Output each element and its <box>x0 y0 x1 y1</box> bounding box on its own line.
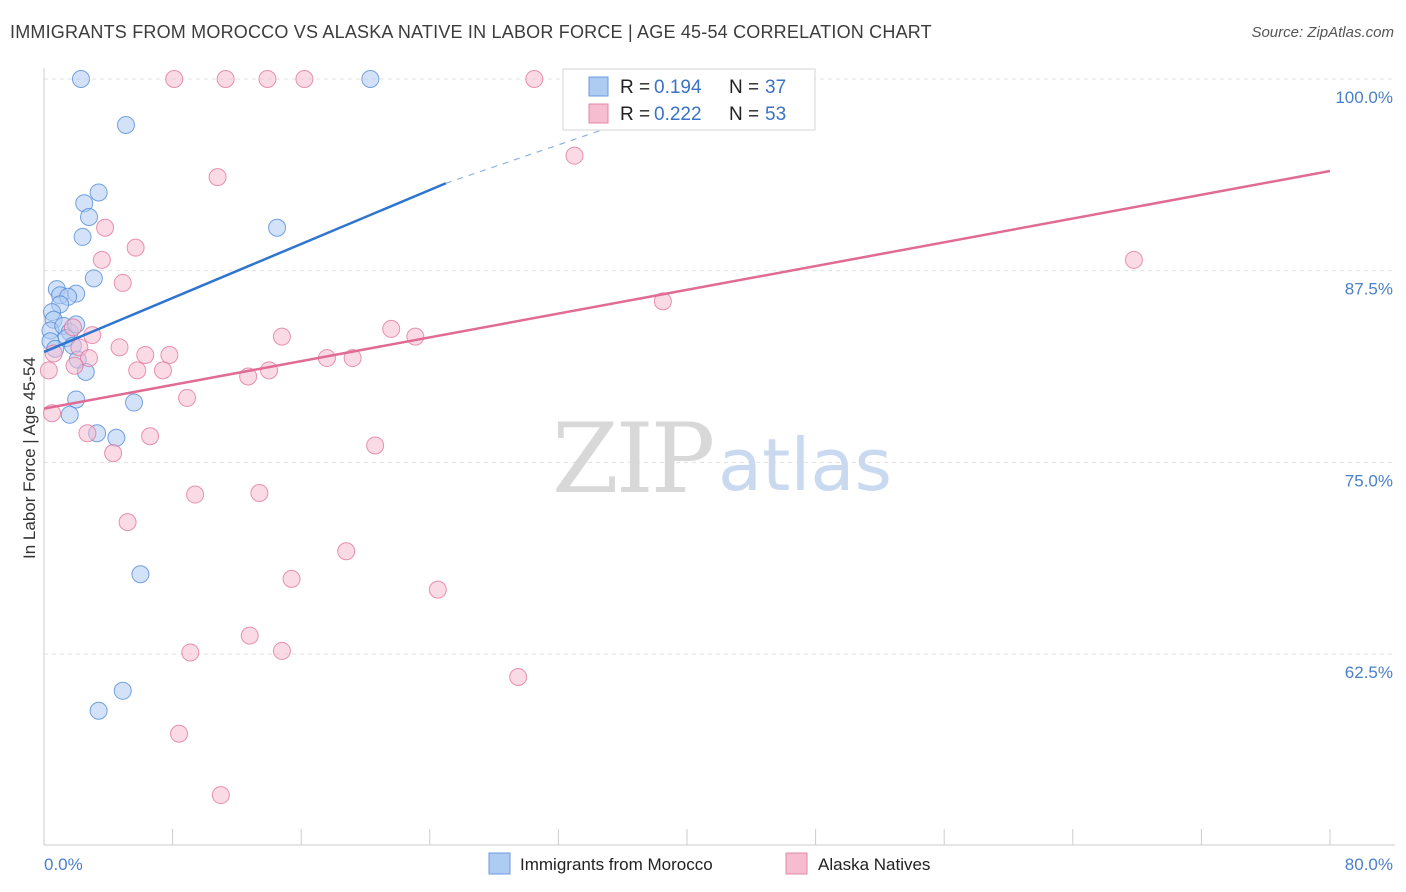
point-alaska <box>406 327 425 346</box>
stats-swatch-morocco <box>588 76 609 97</box>
point-alaska <box>178 388 197 407</box>
series-legend: Immigrants from Morocco Alaska Natives <box>488 852 930 875</box>
stats-legend: R = 0.194 N = 37 R = 0.222 N = 53 <box>562 68 816 131</box>
point-morocco <box>84 269 103 288</box>
point-alaska <box>653 292 672 311</box>
point-alaska <box>104 444 123 463</box>
point-alaska <box>366 436 385 455</box>
chart-title: IMMIGRANTS FROM MOROCCO VS ALASKA NATIVE… <box>10 22 932 42</box>
point-alaska <box>343 349 362 368</box>
gridlines <box>44 78 1395 655</box>
x-tick-label: 80.0% <box>1345 855 1393 874</box>
point-alaska <box>208 168 227 187</box>
point-morocco <box>107 428 126 447</box>
stats-r-value-alaska: 0.222 <box>654 104 702 125</box>
source-label: Source: ZipAtlas.com <box>1251 24 1394 41</box>
point-alaska <box>113 273 132 292</box>
x-tick-label: 0.0% <box>44 855 83 874</box>
point-morocco <box>116 116 135 134</box>
legend-label-alaska: Alaska Natives <box>818 855 930 874</box>
point-morocco <box>67 390 86 409</box>
x-tick-labels: 0.0% 80.0% <box>44 855 1393 874</box>
point-morocco <box>80 208 99 226</box>
y-axis-title: In Labor Force | Age 45-54 <box>20 357 39 559</box>
point-morocco <box>73 227 92 246</box>
point-alaska <box>282 569 301 588</box>
y-tick-labels: 62.5% 75.0% 87.5% 100.0% <box>1335 88 1393 682</box>
point-alaska <box>1124 250 1143 269</box>
point-alaska <box>136 346 155 364</box>
point-alaska <box>428 580 447 599</box>
stats-n-label: N = <box>729 104 759 125</box>
point-morocco <box>131 565 150 584</box>
y-tick-label: 62.5% <box>1345 663 1393 682</box>
stats-r-value-morocco: 0.194 <box>654 77 702 98</box>
point-morocco <box>89 183 108 202</box>
point-alaska <box>186 485 205 504</box>
stats-r-label: R = <box>620 104 650 125</box>
trend-line-morocco <box>43 182 447 354</box>
legend-label-morocco: Immigrants from Morocco <box>520 855 713 874</box>
point-alaska <box>295 70 314 88</box>
point-alaska <box>78 424 97 443</box>
point-alaska <box>118 513 137 532</box>
point-alaska <box>96 218 115 237</box>
point-alaska <box>509 668 528 686</box>
point-alaska <box>216 70 235 88</box>
point-morocco <box>89 701 108 720</box>
point-morocco <box>71 70 90 88</box>
point-alaska <box>181 643 200 662</box>
y-tick-label: 100.0% <box>1335 88 1393 107</box>
point-alaska <box>170 724 189 743</box>
y-tick-label: 87.5% <box>1345 280 1393 299</box>
point-alaska <box>337 542 356 561</box>
point-alaska <box>65 356 84 375</box>
y-tick-label: 75.0% <box>1345 471 1393 490</box>
point-alaska <box>250 484 269 502</box>
point-alaska <box>128 361 147 380</box>
trend-line-alaska <box>43 169 1331 410</box>
point-alaska <box>165 70 184 88</box>
point-alaska <box>160 346 179 364</box>
stats-n-value-morocco: 37 <box>765 77 786 98</box>
legend-swatch-morocco <box>488 852 511 875</box>
point-alaska <box>39 361 58 380</box>
point-alaska <box>80 349 99 368</box>
watermark-atlas: atlas <box>718 423 892 507</box>
stats-swatch-alaska <box>588 103 609 124</box>
point-morocco <box>268 218 287 237</box>
point-alaska <box>153 361 172 380</box>
point-morocco <box>125 393 144 412</box>
point-morocco <box>113 681 132 700</box>
watermark-zip: ZIP <box>552 403 713 515</box>
watermark: ZIP atlas <box>552 403 892 515</box>
point-alaska <box>525 70 544 88</box>
point-alaska <box>272 641 291 660</box>
stats-r-label: R = <box>620 77 650 98</box>
point-alaska <box>240 626 259 645</box>
point-morocco <box>60 405 79 424</box>
axes <box>43 68 1395 846</box>
point-alaska <box>110 338 129 357</box>
point-morocco <box>361 70 380 88</box>
point-alaska <box>92 250 111 269</box>
point-alaska <box>258 70 277 88</box>
point-alaska <box>272 327 291 346</box>
point-alaska <box>141 427 160 446</box>
point-alaska <box>63 318 82 337</box>
point-alaska <box>126 238 145 257</box>
stats-n-value-alaska: 53 <box>765 104 786 125</box>
stats-n-label: N = <box>729 77 759 98</box>
point-alaska <box>260 361 279 380</box>
point-alaska <box>565 146 584 165</box>
point-alaska <box>382 319 401 338</box>
legend-swatch-alaska <box>785 852 808 875</box>
point-alaska <box>211 786 230 805</box>
